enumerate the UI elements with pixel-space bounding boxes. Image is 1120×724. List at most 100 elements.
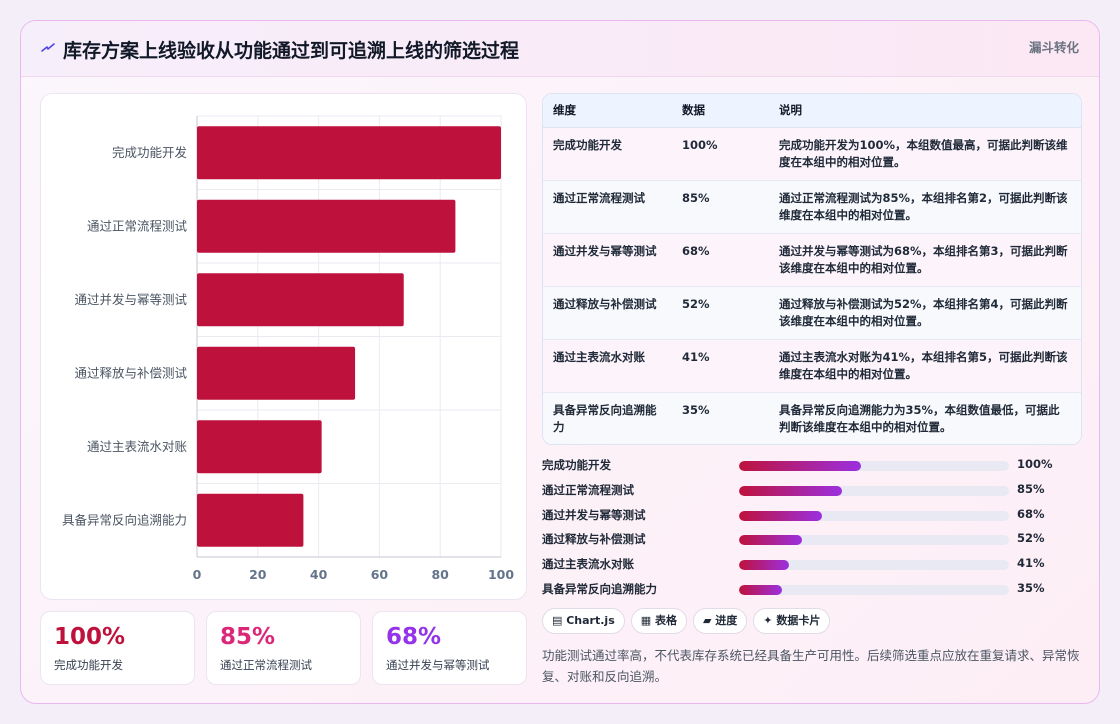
progress-label: 通过主表流水对账: [542, 557, 634, 572]
data-table: 维度 数据 说明 完成功能开发 100% 完成功能开发为100%，本组数值最高，可据…: [542, 93, 1082, 445]
type-badge: 漏斗转化: [1028, 40, 1079, 55]
progress-row: 通过并发与幂等测试 68%: [542, 504, 1082, 529]
kpi-card: 100% 完成功能开发: [40, 611, 195, 685]
table-row: 具备异常反向追溯能力 35% 具备异常反向追溯能力为35%，本组数值最低，可据此判断…: [543, 392, 1081, 444]
bar: [197, 346, 356, 400]
tag-label: 数据卡片: [776, 614, 821, 627]
dashboard-card: 库存方案上线验收从功能通过到可追溯上线的筛选过程 漏斗转化 完成功能开发 通过正常…: [20, 20, 1100, 704]
kpi-label: 完成功能开发: [54, 658, 123, 672]
bar: [197, 420, 322, 474]
bar: [197, 199, 456, 253]
progress-track: [739, 584, 1009, 595]
cell-dimension: 通过主表流水对账: [543, 339, 672, 393]
cell-description: 通过释放与补偿测试为52%，本组排名第4，可据此判断该维度在本组中的相对位置。: [769, 286, 1081, 340]
tag-chip[interactable]: ▦ 表格: [630, 608, 687, 634]
sparkle-icon: ✦: [763, 614, 777, 627]
progress-icon: ▰: [702, 614, 716, 627]
table-row: 通过正常流程测试 85% 通过正常流程测试为85%，本组排名第2，可据此判断该维度在…: [543, 180, 1081, 234]
column-header: 数据: [672, 94, 769, 128]
kpi-label: 通过并发与幂等测试: [386, 658, 490, 672]
category-label: 完成功能开发: [112, 145, 188, 160]
x-tick-label: 100: [488, 567, 514, 582]
progress-label: 通过正常流程测试: [542, 482, 634, 497]
bar-chart-panel: 完成功能开发通过正常流程测试通过并发与幂等测试 通过释放与补偿测试通过主表流水对账…: [40, 93, 527, 600]
kpi-card: 68% 通过并发与幂等测试: [372, 611, 527, 685]
progress-fill: [739, 584, 782, 595]
tag-label: Chart.js: [566, 614, 615, 627]
column-header: 维度: [543, 94, 672, 128]
tag-chip[interactable]: ▤ Chart.js: [542, 608, 625, 634]
chart-icon: ▤: [552, 614, 567, 627]
category-label: 通过正常流程测试: [87, 218, 188, 233]
progress-label: 通过释放与补偿测试: [542, 532, 646, 547]
cell-value: 35%: [672, 392, 769, 444]
cell-description: 通过主表流水对账为41%，本组排名第5，可据此判断该维度在本组中的相对位置。: [769, 339, 1081, 393]
x-tick-label: 60: [371, 567, 389, 582]
progress-fill: [739, 485, 843, 496]
progress-track: [739, 560, 1009, 571]
progress-fill: [739, 461, 861, 471]
bar: [197, 493, 304, 547]
cell-dimension: 通过正常流程测试: [543, 180, 672, 234]
table-icon: ▦: [640, 614, 655, 627]
progress-value: 52%: [1017, 531, 1045, 546]
cell-description: 具备异常反向追溯能力为35%，本组数值最低，可据此判断该维度在本组中的相对位置。: [769, 392, 1081, 444]
cell-dimension: 通过释放与补偿测试: [543, 286, 672, 340]
x-tick-label: 80: [431, 567, 449, 582]
cell-value: 41%: [672, 339, 769, 393]
tag-chip[interactable]: ▰ 进度: [692, 608, 748, 634]
cell-dimension: 完成功能开发: [543, 127, 672, 181]
cell-description: 通过并发与幂等测试为68%，本组排名第3，可据此判断该维度在本组中的相对位置。: [769, 233, 1081, 287]
progress-track: [739, 535, 1009, 546]
page-title: 库存方案上线验收从功能通过到可追溯上线的筛选过程: [63, 40, 520, 62]
summary-note: 功能测试通过率高，不代表库存系统已经具备生产可用性。后续筛选重点应放在重复请求、…: [542, 648, 1080, 684]
kpi-value: 85%: [220, 624, 276, 650]
tag-label: 表格: [654, 614, 677, 627]
x-tick-label: 20: [249, 567, 267, 582]
x-tick-label: 40: [310, 567, 328, 582]
progress-value: 100%: [1017, 457, 1053, 471]
category-label: 通过释放与补偿测试: [74, 365, 187, 380]
tag-label: 进度: [715, 614, 738, 627]
progress-track: [739, 461, 1009, 471]
lightning-icon: [41, 43, 55, 52]
table-row: 通过释放与补偿测试 52% 通过释放与补偿测试为52%，本组排名第4，可据此判断该维…: [543, 286, 1081, 340]
category-label: 通过主表流水对账: [87, 439, 188, 454]
table-row: 完成功能开发 100% 完成功能开发为100%，本组数值最高，可据此判断该维度在本组…: [543, 127, 1081, 181]
cell-description: 完成功能开发为100%，本组数值最高，可据此判断该维度在本组中的相对位置。: [769, 127, 1081, 181]
column-header: 说明: [769, 94, 1081, 128]
table-row: 通过主表流水对账 41% 通过主表流水对账为41%，本组排名第5，可据此判断该维度在…: [543, 339, 1081, 393]
category-label: 具备异常反向追溯能力: [62, 512, 187, 527]
progress-fill: [739, 560, 789, 571]
progress-row: 通过主表流水对账 41%: [542, 553, 1082, 578]
cell-value: 52%: [672, 286, 769, 340]
progress-row: 具备异常反向追溯能力 35%: [542, 578, 1082, 603]
progress-track: [739, 510, 1009, 521]
table-header-row: 维度 数据 说明: [543, 94, 1081, 128]
progress-value: 41%: [1017, 556, 1045, 571]
progress-row: 通过正常流程测试 85%: [542, 479, 1082, 504]
kpi-value: 100%: [54, 624, 126, 650]
kpi-label: 通过正常流程测试: [220, 658, 312, 672]
progress-row: 通过释放与补偿测试 52%: [542, 528, 1082, 553]
x-tick-label: 0: [193, 567, 202, 582]
tag-list: ▤ Chart.js ▦ 表格 ▰ 进度 ✦ 数据卡片: [542, 608, 836, 634]
category-label: 通过并发与幂等测试: [74, 292, 187, 307]
header: 库存方案上线验收从功能通过到可追溯上线的筛选过程 漏斗转化: [21, 21, 1099, 77]
bar: [197, 126, 501, 180]
cell-dimension: 通过并发与幂等测试: [543, 233, 672, 287]
progress-label: 完成功能开发: [542, 458, 611, 472]
progress-row: 完成功能开发 100%: [542, 454, 1082, 479]
bar: [197, 273, 404, 327]
kpi-card: 85% 通过正常流程测试: [206, 611, 361, 685]
cell-dimension: 具备异常反向追溯能力: [543, 392, 672, 444]
progress-fill: [739, 510, 822, 521]
progress-list: 完成功能开发 100% 通过正常流程测试 85% 通过并发与幂等测试 68% 通过释放与补偿…: [542, 454, 1082, 603]
cell-value: 85%: [672, 180, 769, 234]
bar-chart: 完成功能开发通过正常流程测试通过并发与幂等测试通过释放与补偿测试通过主表流水对账…: [62, 115, 514, 582]
tag-chip[interactable]: ✦ 数据卡片: [753, 608, 831, 634]
cell-description: 通过正常流程测试为85%，本组排名第2，可据此判断该维度在本组中的相对位置。: [769, 180, 1081, 234]
progress-fill: [739, 535, 803, 546]
kpi-value: 68%: [386, 624, 442, 650]
progress-label: 具备异常反向追溯能力: [542, 581, 657, 596]
